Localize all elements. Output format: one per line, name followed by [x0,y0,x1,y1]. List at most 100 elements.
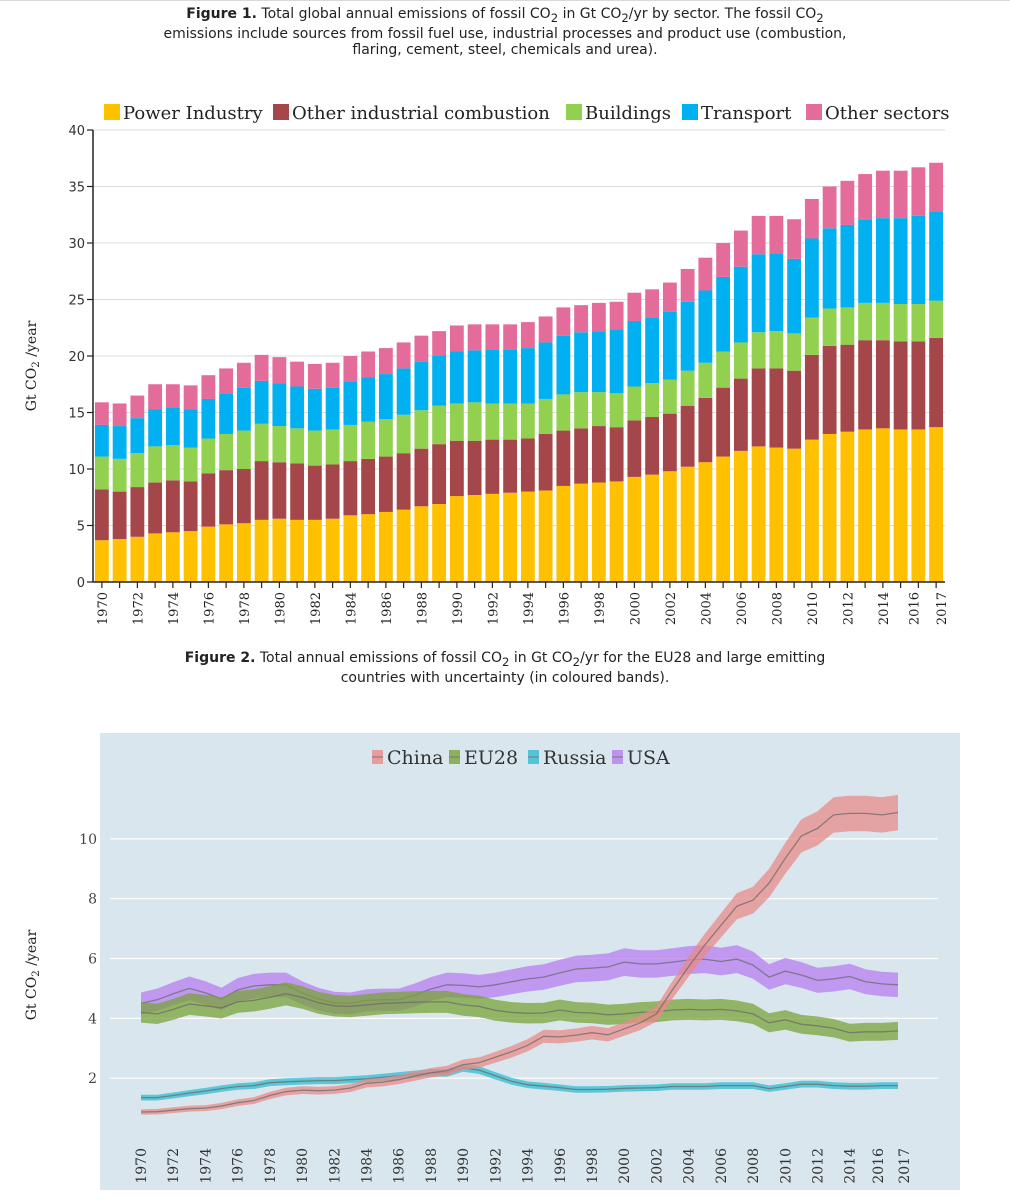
bar-segment [627,476,642,582]
figure-1-caption-text: Total global annual emissions of fossil … [256,6,551,22]
bar-segment [361,514,376,582]
bar-segment [929,427,944,582]
bar-segment [574,305,589,333]
bar-segment [893,429,908,582]
bar-segment [467,494,482,582]
legend-swatch [566,104,582,120]
x-tick-label: 2012 [841,592,856,625]
bar-segment [911,341,926,430]
bar-segment [485,324,500,350]
bar-segment [556,485,571,582]
bar-segment [822,345,837,434]
x-tick-label: 2006 [735,592,750,625]
bar-segment [219,524,234,582]
bar-segment [254,380,269,424]
legend-label: Buildings [585,103,671,124]
bar-segment [787,370,802,449]
bar-segment [396,342,411,369]
series-line [141,1067,898,1099]
figure-1-caption-text: in Gt CO [558,6,622,22]
bar-segment [858,429,873,582]
bar-segment [254,423,269,462]
bar-segment [272,357,287,384]
bar-segment [556,394,571,431]
x-tick-label: 2014 [877,592,892,625]
bar-segment [378,348,393,375]
bar-segment [272,383,287,427]
bar-segment [858,174,873,220]
legend-swatch [806,104,822,120]
bar-segment [520,403,535,439]
bar-segment [94,489,109,541]
figure-2-caption: Figure 2. Total annual emissions of foss… [0,650,1010,686]
bar-segment [840,431,855,582]
x-tick-label: 1996 [557,592,572,625]
bar-segment [130,453,145,488]
x-tick-label: 1982 [309,592,324,625]
bar-segment [787,333,802,371]
x-tick-label: 1994 [521,1148,537,1184]
figure-2-label: Figure 2. [184,650,256,666]
bar-segment [609,481,624,582]
y-tick-label: 8 [88,892,97,908]
x-tick-label: 2000 [617,1148,633,1184]
bar-segment [396,453,411,510]
bar-segment [822,228,837,309]
bar-segment [733,378,748,451]
bar-segment [875,302,890,341]
bar-segment [787,258,802,334]
bar-segment [929,337,944,428]
series-line [140,958,899,1005]
bar-segment [698,257,713,291]
bar-segment [627,292,642,321]
bar-segment [94,402,109,425]
bar-segment [503,349,518,404]
bar-segment [875,218,890,303]
bar-segment [645,383,660,418]
bar-segment [307,465,322,520]
bar-segment [733,230,748,267]
bar-segment [591,392,606,427]
bar-segment [804,354,819,440]
bar-segment [840,344,855,432]
bar-segment [698,397,713,463]
x-tick-label: 1978 [263,1148,279,1184]
bar-segment [840,180,855,225]
bar-segment [751,254,766,333]
x-tick-label: 1980 [273,592,288,625]
bar-segment [361,351,376,378]
bar-segment [662,413,677,472]
x-tick-label: 2004 [699,592,714,625]
bar-segment [893,170,908,219]
bar-segment [609,301,624,331]
x-tick-label: 1998 [585,1148,601,1184]
bar-segment [290,386,305,429]
subscript: 2 [550,10,559,25]
bar-segment [272,426,287,463]
bar-segment [698,290,713,363]
bar-segment [574,332,589,393]
bar-segment [609,330,624,394]
bar-segment [680,405,695,467]
bar-segment [378,374,393,420]
bar-segment [219,470,234,525]
bar-segment [893,304,908,342]
bar-segment [858,219,873,303]
bar-segment [893,218,908,305]
x-tick-label: 1982 [327,1148,343,1184]
x-tick-label: 1978 [238,592,253,625]
bar-segment [485,439,500,494]
bar-segment [503,439,518,493]
bar-segment [449,351,464,404]
x-tick-label: 1976 [202,592,217,625]
bar-segment [645,289,660,318]
legend-label: EU28 [464,747,518,769]
bar-segment [591,331,606,393]
legend-label: Russia [543,747,606,769]
x-tick-label: 1984 [359,1148,375,1184]
bar-segment [165,532,180,582]
bar-segment [449,496,464,582]
y-tick-label: 40 [68,124,85,139]
bar-segment [520,348,535,404]
x-tick-label: 1970 [134,1148,150,1184]
